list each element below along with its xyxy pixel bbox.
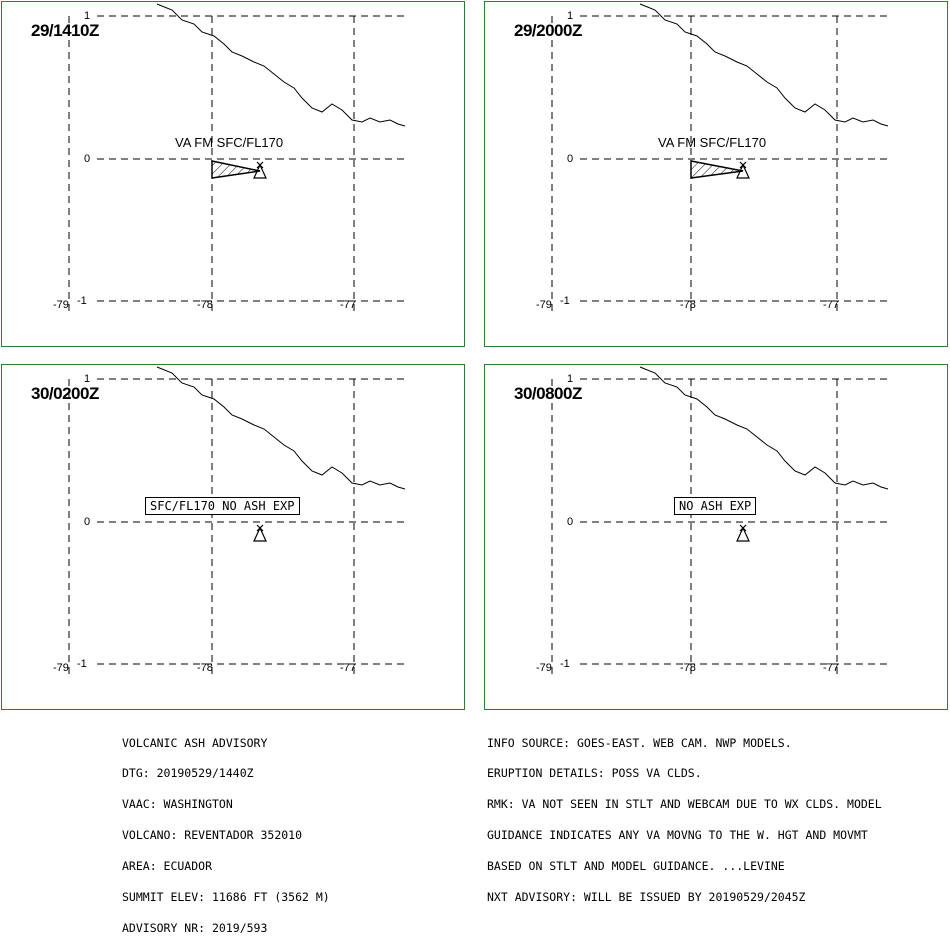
lat-label-bottom: -1 (77, 658, 87, 670)
advisory-line: GUIDANCE INDICATES ANY VA MOVNG TO THE W… (487, 828, 868, 843)
lat-label-mid: 0 (567, 153, 574, 165)
volcano-icon (736, 161, 750, 179)
lat-label-bottom: -1 (560, 295, 570, 307)
grid-lines (68, 378, 407, 675)
grid-lines (551, 15, 890, 312)
advisory-line: ADVISORY NR: 2019/593 (122, 920, 268, 935)
map-graphic (551, 366, 890, 675)
lon-label-right: -77 (340, 299, 356, 311)
lat-label-top: 1 (567, 373, 574, 385)
panel-time: 30/0200Z (31, 384, 99, 403)
coastline (156, 366, 406, 490)
advisory-line: NXT ADVISORY: WILL BE ISSUED BY 20190529… (487, 890, 806, 905)
lon-label-left: -79 (53, 299, 69, 311)
advisory-line: SUMMIT ELEV: 11686 FT (3562 M) (122, 890, 330, 905)
map-panel-1: 29/1410Z VA FM SFC/FL170 1 0 -1 -79 -78 … (1, 1, 465, 347)
lat-label-bottom: -1 (77, 295, 87, 307)
ash-cloud (690, 160, 744, 179)
lon-label-left: -79 (536, 662, 552, 674)
lon-label-right: -77 (340, 662, 356, 674)
advisory-details-block: INFO SOURCE: GOES-EAST. WEB CAM. NWP MOD… (487, 717, 882, 913)
lon-label-left: -79 (53, 662, 69, 674)
lon-label-right: -77 (823, 299, 839, 311)
map-graphic (68, 3, 407, 312)
map-panel-2: 29/2000Z VA FM SFC/FL170 1 0 -1 -79 -78 … (484, 1, 948, 347)
coastline (639, 3, 889, 127)
lon-label-mid: -78 (197, 662, 213, 674)
advisory-header-block: VOLCANIC ASH ADVISORY DTG: 20190529/1440… (122, 717, 330, 944)
panel-time: 30/0800Z (514, 384, 582, 403)
lon-label-left: -79 (536, 299, 552, 311)
lat-label-mid: 0 (84, 153, 91, 165)
advisory-line: BASED ON STLT AND MODEL GUIDANCE. ...LEV… (487, 859, 785, 874)
map-graphic (68, 366, 407, 675)
lat-label-bottom: -1 (560, 658, 570, 670)
ash-cloud (211, 160, 261, 179)
advisory-line: VAAC: WASHINGTON (122, 797, 233, 812)
coastline (156, 3, 406, 127)
advisory-line: RMK: VA NOT SEEN IN STLT AND WEBCAM DUE … (487, 797, 882, 812)
no-ash-label: NO ASH EXP (674, 497, 757, 515)
ash-label: VA FM SFC/FL170 (175, 135, 284, 150)
ash-label: VA FM SFC/FL170 (658, 135, 767, 150)
advisory-line: VOLCANO: REVENTADOR 352010 (122, 828, 303, 843)
panel-time: 29/2000Z (514, 21, 582, 40)
map-panel-4: 30/0800Z NO ASH EXP 1 0 -1 -79 -78 -77 (484, 364, 948, 710)
lon-label-mid: -78 (197, 299, 213, 311)
advisory-line: VOLCANIC ASH ADVISORY (122, 735, 268, 750)
lon-label-mid: -78 (680, 662, 696, 674)
lat-label-top: 1 (84, 373, 91, 385)
advisory-line: DTG: 20190529/1440Z (122, 766, 254, 781)
map-panel-3: 30/0200Z SFC/FL170 NO ASH EXP 1 0 -1 -79… (1, 364, 465, 710)
volcano-icon (736, 524, 750, 542)
no-ash-label: SFC/FL170 NO ASH EXP (145, 497, 300, 515)
advisory-line: AREA: ECUADOR (122, 859, 213, 874)
panel-time: 29/1410Z (31, 21, 99, 40)
lat-label-mid: 0 (567, 516, 574, 528)
coastline (639, 366, 889, 490)
grid-lines (551, 378, 890, 675)
advisory-line: INFO SOURCE: GOES-EAST. WEB CAM. NWP MOD… (487, 735, 792, 750)
advisory-line: ERUPTION DETAILS: POSS VA CLDS. (487, 766, 702, 781)
volcano-icon (253, 161, 267, 179)
lat-label-mid: 0 (84, 516, 91, 528)
lat-label-top: 1 (84, 10, 91, 22)
lon-label-mid: -78 (680, 299, 696, 311)
lat-label-top: 1 (567, 10, 574, 22)
grid-lines (68, 15, 407, 312)
map-graphic (551, 3, 890, 312)
volcano-icon (253, 524, 267, 542)
lon-label-right: -77 (823, 662, 839, 674)
